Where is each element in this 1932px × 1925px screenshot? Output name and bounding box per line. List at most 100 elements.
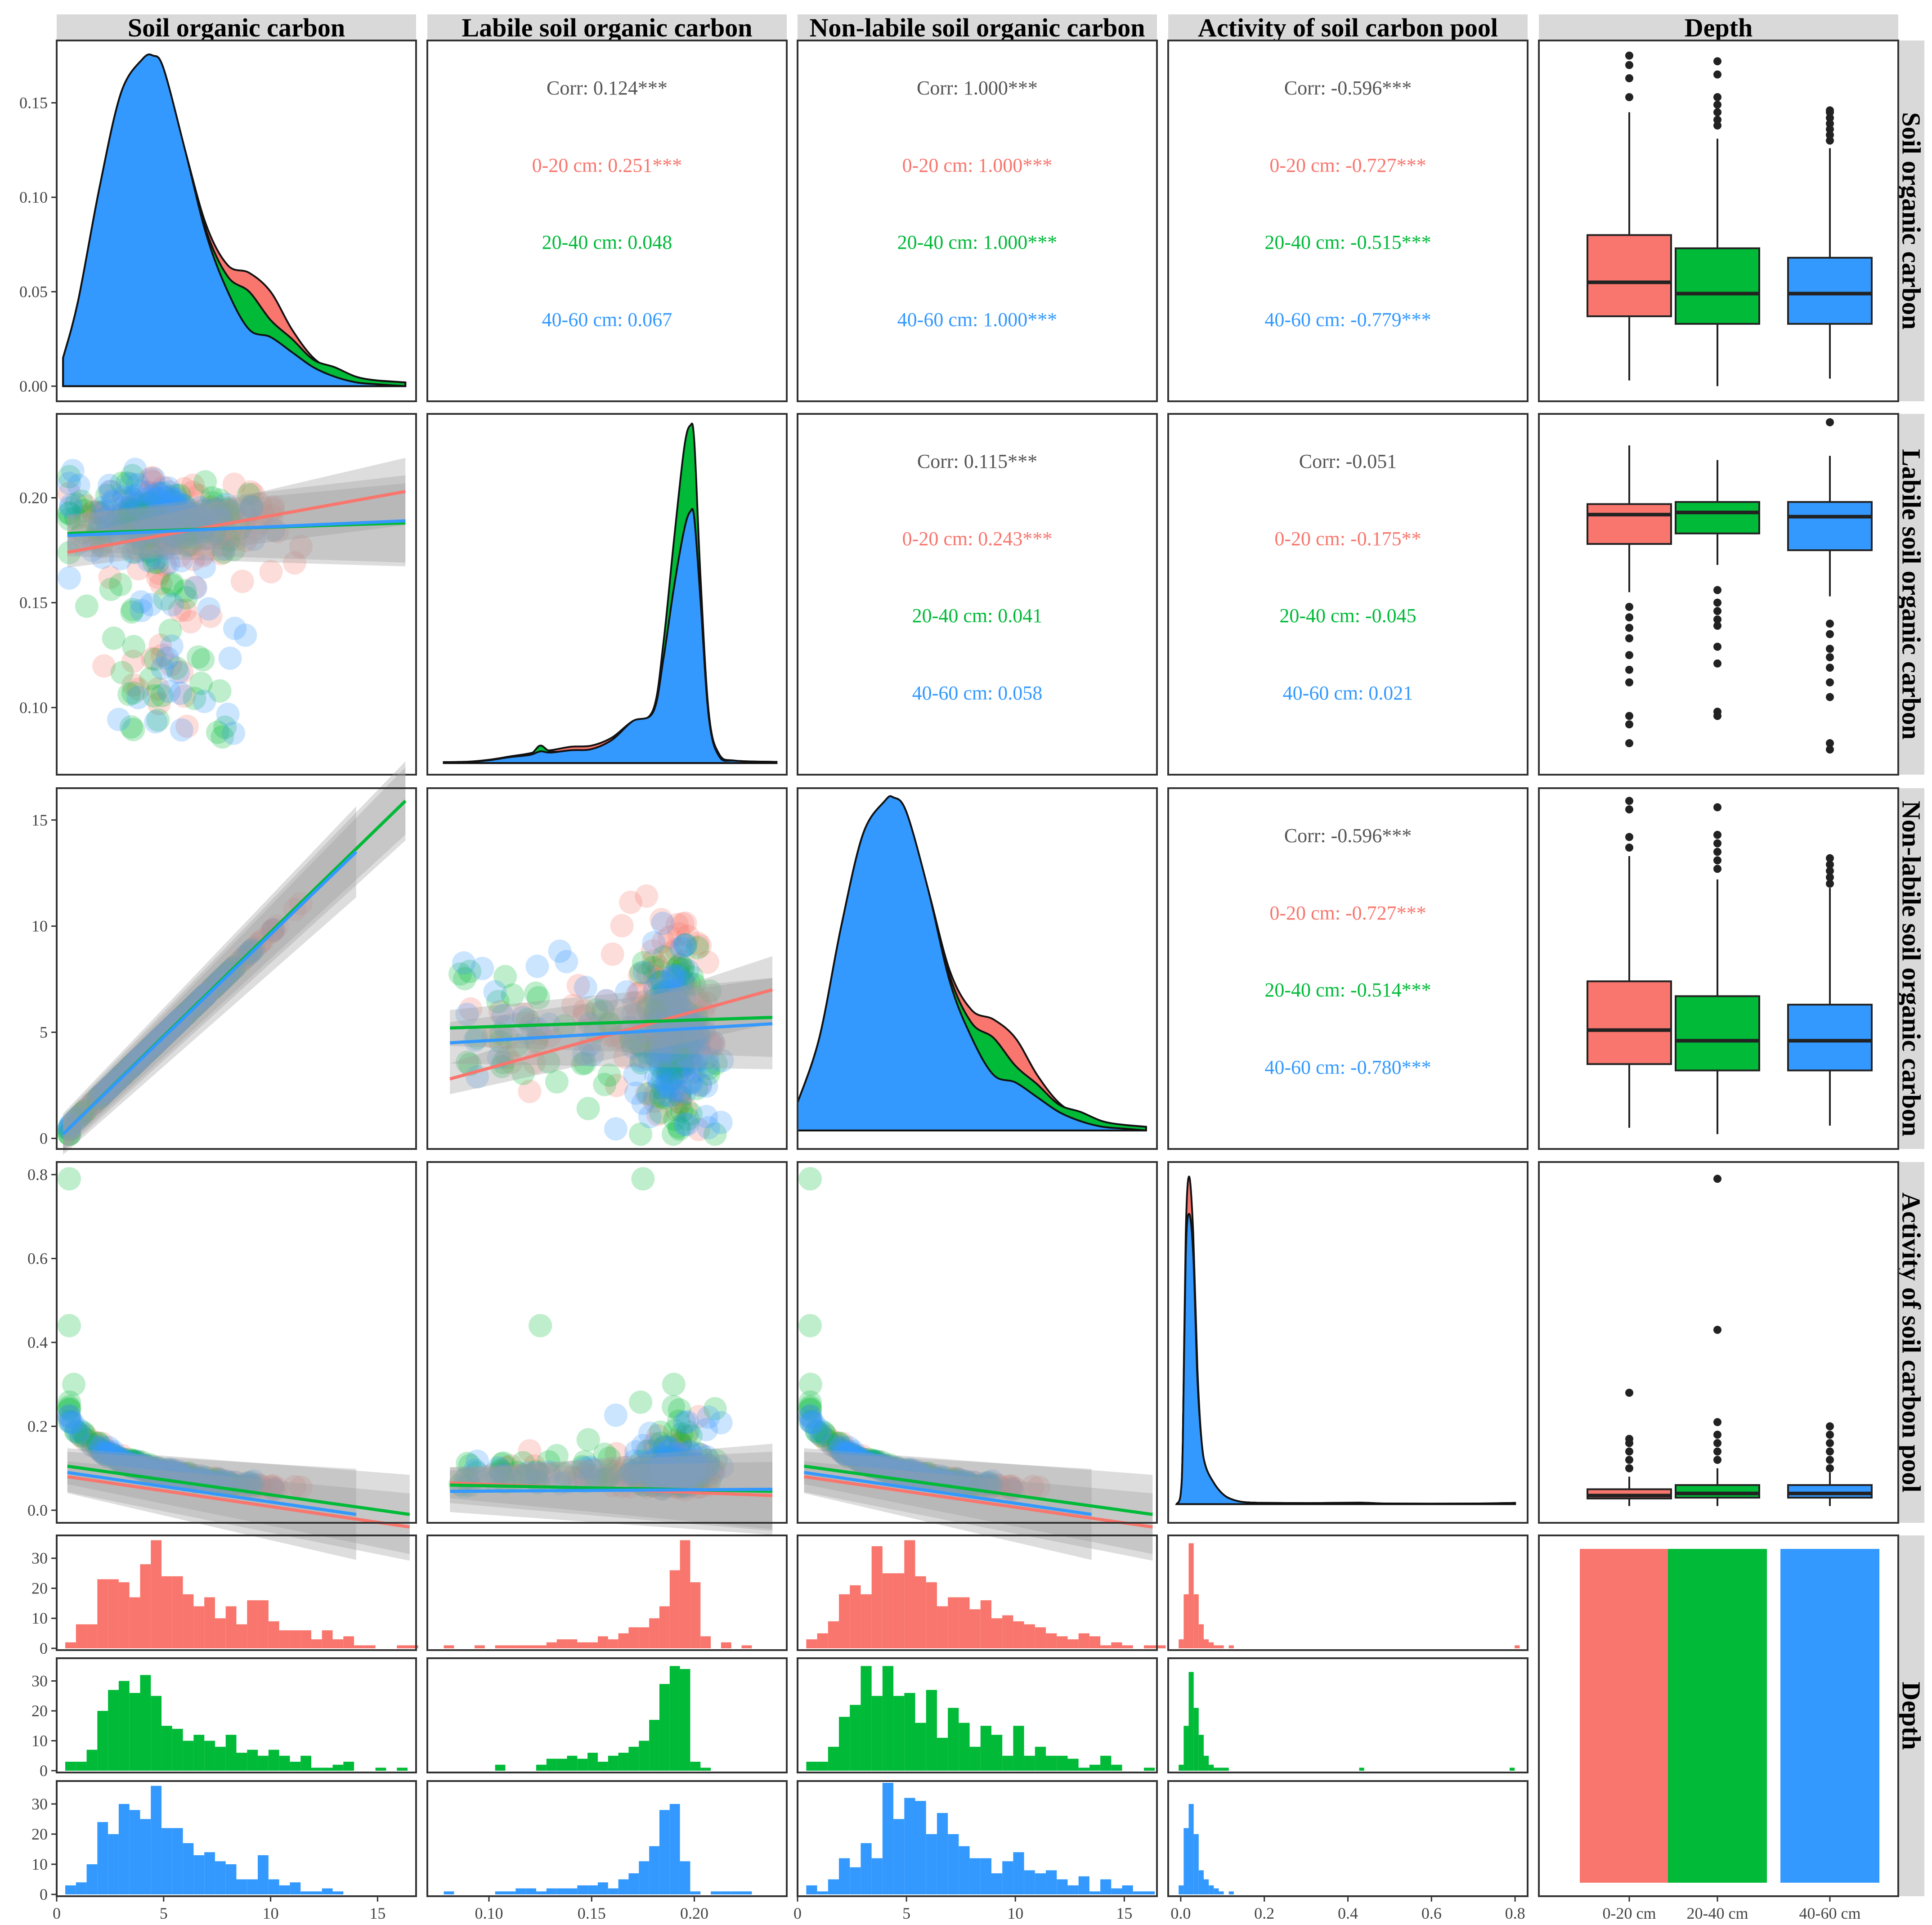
scatter-point xyxy=(659,1465,683,1489)
hist-bar-nonlabile-d20_40-5 xyxy=(861,1666,872,1771)
regression-ribbon-d0_20-1-0 xyxy=(67,458,406,568)
hist-bar-labile-d20_40-17 xyxy=(618,1753,629,1771)
row-strip-depth: Depth xyxy=(1898,1535,1924,1896)
hist-bar-nonlabile-d40_60-23 xyxy=(1057,1879,1068,1894)
scatter-point xyxy=(646,1466,670,1490)
hist-bar-activity-d20_40-9 xyxy=(1224,1768,1229,1771)
scatter-point xyxy=(668,1451,692,1475)
column-strip-depth: Depth xyxy=(1539,14,1898,40)
y-axis-count-2-label-0: 0 xyxy=(40,1885,48,1903)
scatter-point xyxy=(142,510,166,534)
scatter-point xyxy=(675,1026,699,1050)
scatter-point xyxy=(146,493,170,517)
scatter-point xyxy=(139,540,163,564)
scatter-point xyxy=(877,1458,901,1481)
scatter-point xyxy=(679,1448,703,1472)
scatter-point xyxy=(665,1445,689,1468)
scatter-point xyxy=(123,1455,147,1479)
scatter-point xyxy=(667,1464,690,1488)
scatter-point xyxy=(121,1451,145,1475)
scatter-point xyxy=(117,501,141,525)
scatter-point xyxy=(685,1441,708,1465)
scatter-point xyxy=(652,1448,676,1472)
scatter-point xyxy=(99,1440,123,1464)
scatter-point xyxy=(224,527,248,551)
scatter-point xyxy=(673,1448,697,1472)
scatter-point xyxy=(658,925,681,949)
scatter-point xyxy=(525,1017,549,1041)
scatter-point xyxy=(673,1059,697,1083)
scatter-point xyxy=(667,955,690,979)
scatter-point xyxy=(658,1465,681,1489)
scatter-point xyxy=(168,483,192,507)
scatter-point xyxy=(118,1452,142,1476)
scatter-point xyxy=(668,1054,691,1078)
scatter-point xyxy=(199,604,223,628)
hist-bar-activity-d20_40-7 xyxy=(1214,1768,1219,1771)
scatter-point xyxy=(138,498,162,522)
scatter-point xyxy=(669,1465,693,1489)
hist-bar-activity-d40_60-3 xyxy=(1193,1834,1199,1894)
hist-bar-nonlabile-d20_40-4 xyxy=(850,1705,861,1771)
scatter-point xyxy=(672,1042,696,1066)
scatter-point xyxy=(188,505,212,529)
scatter-point xyxy=(192,526,216,550)
box-outlier-0-1-6 xyxy=(1713,57,1721,66)
scatter-point xyxy=(644,1044,668,1068)
scatter-point xyxy=(491,1004,515,1028)
x-label-depth-0: 0-20 cm xyxy=(1603,1904,1656,1922)
scatter-point xyxy=(866,1455,890,1479)
box-outlier-3-1-6 xyxy=(1713,1175,1721,1183)
scatter-point xyxy=(672,1025,696,1049)
scatter-point xyxy=(121,1454,145,1478)
scatter-point xyxy=(649,1452,672,1476)
box-outlier-2-1-0 xyxy=(1713,865,1721,873)
scatter-point xyxy=(58,1405,81,1429)
scatter-point xyxy=(859,1451,883,1475)
hist-bar-labile-d0_20-18 xyxy=(628,1627,639,1648)
scatter-point xyxy=(651,998,675,1022)
scatter-point xyxy=(126,1454,150,1478)
hist-bar-labile-d20_40-16 xyxy=(608,1755,619,1771)
scatter-point xyxy=(183,1464,207,1488)
scatter-point xyxy=(98,565,122,589)
corr-total-4: Corr: -0.051 xyxy=(1299,450,1397,472)
hist-bar-soc-d40_60-1 xyxy=(76,1882,87,1894)
y-axis-density-soc-label-0: 0.00 xyxy=(19,377,48,395)
scatter-point xyxy=(97,1436,121,1459)
scatter-point xyxy=(124,1455,148,1479)
corr-total-1: Corr: 1.000*** xyxy=(917,77,1038,99)
hist-bar-soc-d20_40-26 xyxy=(343,1762,354,1771)
scatter-point xyxy=(697,1056,721,1080)
hist-bar-labile-d0_20-6 xyxy=(505,1645,516,1648)
x-axis-nonlabile-label-1: 5 xyxy=(902,1904,910,1922)
scatter-point xyxy=(93,1442,117,1466)
scatter-point xyxy=(119,1454,143,1478)
scatter-point xyxy=(80,1434,104,1458)
hist-bar-nonlabile-d0_20-16 xyxy=(980,1600,991,1648)
scatter-point xyxy=(650,1450,674,1474)
scatter-point xyxy=(58,1395,81,1418)
scatter-point xyxy=(59,496,83,520)
scatter-point xyxy=(687,1117,711,1141)
scatter-point xyxy=(572,1456,596,1480)
scatter-point xyxy=(141,1457,165,1481)
scatter-point xyxy=(696,1053,720,1077)
scatter-point xyxy=(619,1030,643,1054)
scatter-point xyxy=(572,999,596,1023)
box-outlier-1-1-1 xyxy=(1713,708,1721,716)
scatter-point xyxy=(160,593,184,617)
scatter-point xyxy=(642,1464,666,1488)
regression-line-d0_20-1-0 xyxy=(67,490,406,554)
scatter-point xyxy=(137,549,161,573)
scatter-point xyxy=(685,1462,709,1485)
scatter-point xyxy=(851,1448,874,1472)
scatter-point xyxy=(657,1450,681,1474)
y-axis-activity-label-3: 0.6 xyxy=(27,1249,48,1267)
scatter-point xyxy=(650,1022,674,1046)
scatter-point xyxy=(662,1467,686,1491)
scatter-point xyxy=(629,1390,653,1414)
scatter-point xyxy=(218,646,242,670)
scatter-point xyxy=(666,1457,690,1481)
scatter-point xyxy=(672,1458,696,1482)
